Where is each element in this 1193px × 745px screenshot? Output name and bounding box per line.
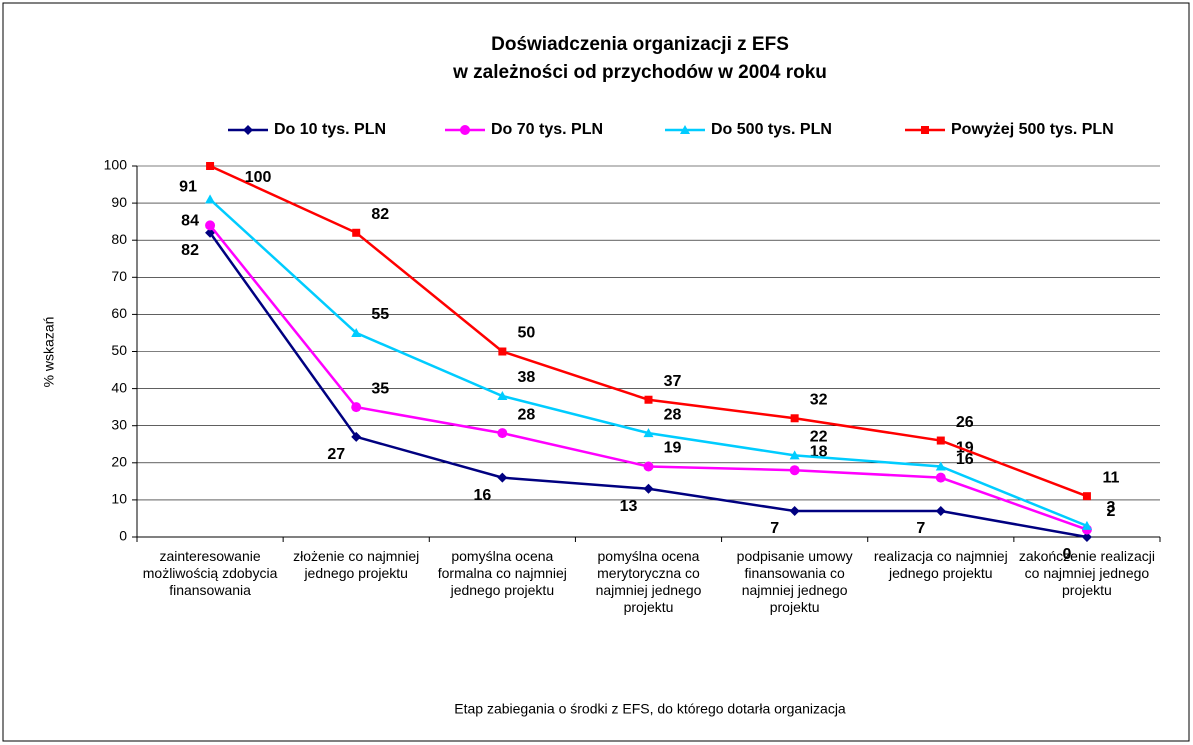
data-label: 84 bbox=[181, 213, 199, 230]
marker bbox=[497, 391, 508, 401]
data-label: 22 bbox=[810, 429, 828, 446]
data-label: 7 bbox=[916, 520, 925, 537]
data-label: 32 bbox=[810, 391, 828, 408]
marker bbox=[935, 461, 946, 471]
y-tick-label: 40 bbox=[111, 379, 127, 395]
marker bbox=[351, 402, 362, 413]
x-tick-label: złożenie co najmniej jednego projektu bbox=[293, 548, 420, 581]
data-label: 82 bbox=[181, 242, 199, 259]
data-label: 16 bbox=[956, 451, 974, 468]
data-label: 38 bbox=[517, 369, 535, 386]
y-tick-label: 50 bbox=[111, 342, 127, 358]
x-tick-label: podpisanie umowy finansowania co najmnie… bbox=[736, 548, 853, 615]
x-tick-label: pomyślna ocena merytoryczna co najmniej … bbox=[595, 548, 702, 615]
data-label: 27 bbox=[327, 446, 345, 463]
legend-marker bbox=[460, 125, 470, 135]
y-tick-label: 80 bbox=[111, 231, 127, 247]
data-label: 7 bbox=[770, 520, 779, 537]
data-label: 55 bbox=[371, 306, 389, 323]
legend-label: Do 500 tys. PLN bbox=[711, 121, 832, 138]
x-tick-label: realizacja co najmniej jednego projektu bbox=[873, 548, 1008, 581]
y-tick-label: 60 bbox=[111, 305, 127, 321]
marker bbox=[644, 395, 653, 404]
marker bbox=[643, 483, 654, 494]
legend-marker bbox=[243, 125, 253, 135]
chart-title: Doświadczenia organizacji z EFS bbox=[491, 34, 789, 55]
data-label: 28 bbox=[517, 406, 535, 423]
y-tick-label: 100 bbox=[104, 157, 128, 173]
data-label: 28 bbox=[664, 406, 682, 423]
marker bbox=[643, 461, 654, 472]
y-tick-label: 90 bbox=[111, 194, 127, 210]
x-tick-label: zakończenie realizacji co najmniej jedne… bbox=[1018, 548, 1156, 598]
data-label: 0 bbox=[1062, 546, 1071, 563]
data-label: 82 bbox=[371, 206, 389, 223]
marker bbox=[1081, 532, 1092, 542]
data-label: 91 bbox=[179, 179, 197, 196]
marker bbox=[497, 472, 508, 483]
marker bbox=[205, 220, 216, 231]
x-tick-label: pomyślna ocena formalna co najmniej jedn… bbox=[437, 548, 567, 598]
data-label: 19 bbox=[664, 440, 682, 457]
marker bbox=[1082, 492, 1091, 501]
data-label: 11 bbox=[1102, 469, 1119, 486]
y-tick-label: 10 bbox=[111, 491, 127, 507]
legend-label: Do 10 tys. PLN bbox=[274, 121, 386, 138]
data-label: 26 bbox=[956, 414, 974, 431]
y-tick-label: 70 bbox=[111, 268, 127, 284]
marker bbox=[351, 431, 362, 442]
legend-label: Powyżej 500 tys. PLN bbox=[951, 121, 1114, 138]
x-tick-label: zainteresowanie możliwością zdobycia fin… bbox=[142, 548, 278, 598]
series-line bbox=[209, 198, 1088, 528]
legend-label: Do 70 tys. PLN bbox=[491, 121, 603, 138]
y-tick-label: 0 bbox=[119, 528, 127, 544]
data-label: 2 bbox=[1106, 503, 1115, 520]
data-label: 13 bbox=[620, 498, 638, 515]
y-tick-label: 30 bbox=[111, 416, 127, 432]
data-label: 3 bbox=[1106, 499, 1115, 516]
marker bbox=[643, 428, 654, 438]
legend-marker bbox=[921, 126, 929, 134]
marker bbox=[935, 506, 946, 517]
data-label: 37 bbox=[664, 373, 682, 390]
marker bbox=[936, 436, 945, 445]
x-axis-label: Etap zabiegania o środki z EFS, do które… bbox=[454, 701, 846, 717]
marker bbox=[935, 472, 946, 483]
chart-subtitle: w zależności od przychodów w 2004 roku bbox=[452, 62, 827, 83]
marker bbox=[352, 228, 361, 237]
data-label: 16 bbox=[473, 487, 491, 504]
marker bbox=[206, 162, 215, 170]
marker bbox=[205, 194, 216, 204]
y-tick-label: 20 bbox=[111, 454, 127, 470]
marker bbox=[789, 465, 800, 476]
y-axis-label: % wskazań bbox=[41, 317, 57, 388]
data-label: 35 bbox=[371, 380, 389, 397]
marker bbox=[1081, 520, 1092, 530]
legend-marker bbox=[680, 125, 690, 134]
marker bbox=[789, 450, 800, 460]
marker bbox=[789, 506, 800, 517]
data-label: 50 bbox=[517, 325, 535, 342]
marker bbox=[497, 428, 508, 439]
marker bbox=[351, 327, 362, 337]
marker bbox=[498, 347, 507, 356]
marker bbox=[790, 414, 799, 423]
data-label: 100 bbox=[245, 169, 272, 186]
